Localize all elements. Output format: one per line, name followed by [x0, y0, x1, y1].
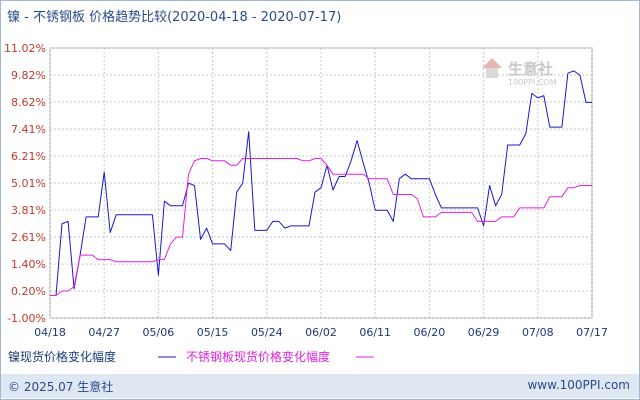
x-tick-label: 06/20	[414, 326, 446, 339]
grid	[49, 47, 593, 319]
legend-label: 不锈钢板现货价格变化幅度	[186, 349, 330, 364]
y-tick-label: 5.01%	[11, 177, 46, 190]
footer-copyright: © 2025.07 生意社	[8, 380, 114, 394]
y-tick-label: 11.02%	[4, 42, 46, 55]
x-tick-label: 07/17	[576, 326, 608, 339]
y-tick-label: 7.41%	[11, 123, 46, 136]
watermark-url: 100PPI.COM	[508, 78, 557, 87]
chart-title: 镍 - 不锈钢板 价格趋势比较(2020-04-18 - 2020-07-17)	[7, 10, 342, 25]
watermark-logo-roof	[482, 58, 502, 68]
footer-bar	[1, 374, 639, 398]
x-tick-label: 04/27	[88, 326, 120, 339]
x-tick-label: 06/11	[359, 326, 391, 339]
x-axis-ticks: 04/18 04/27 05/06 05/15 05/24 06/02 06/11 06/20…	[34, 326, 608, 339]
footer-site-link[interactable]: www.100PPI.com	[527, 378, 630, 392]
legend-label: 镍现货价格变化幅度	[8, 349, 116, 364]
x-tick-label: 05/15	[197, 326, 229, 339]
y-tick-label: 2.61%	[11, 231, 46, 244]
x-tick-label: 05/06	[143, 326, 175, 339]
x-tick-label: 04/18	[34, 326, 66, 339]
x-tick-label: 05/24	[251, 326, 283, 339]
y-tick-label: 3.81%	[11, 204, 46, 217]
y-tick-label: 8.62%	[11, 96, 46, 109]
x-tick-label: 07/08	[522, 326, 554, 339]
y-tick-label: 1.40%	[11, 258, 46, 271]
legend: 镍现货价格变化幅度 不锈钢板现货价格变化幅度	[8, 349, 374, 364]
series-lines	[50, 70, 592, 296]
y-tick-label: 0.20%	[11, 285, 46, 298]
x-tick-label: 06/29	[468, 326, 500, 339]
watermark-text: 生意社	[508, 60, 553, 78]
y-tick-label: -1.00%	[7, 312, 46, 325]
y-tick-label: 9.82%	[11, 69, 46, 82]
series-line-stainless-steel	[50, 158, 592, 296]
x-tick-label: 06/02	[305, 326, 337, 339]
watermark-logo-body	[486, 68, 498, 78]
series-line-nickel	[50, 70, 592, 296]
y-tick-label: 6.21%	[11, 150, 46, 163]
y-axis-ticks: 11.02% 9.82% 8.62% 7.41% 6.21% 5.01% 3.81% 2.61…	[4, 42, 46, 325]
